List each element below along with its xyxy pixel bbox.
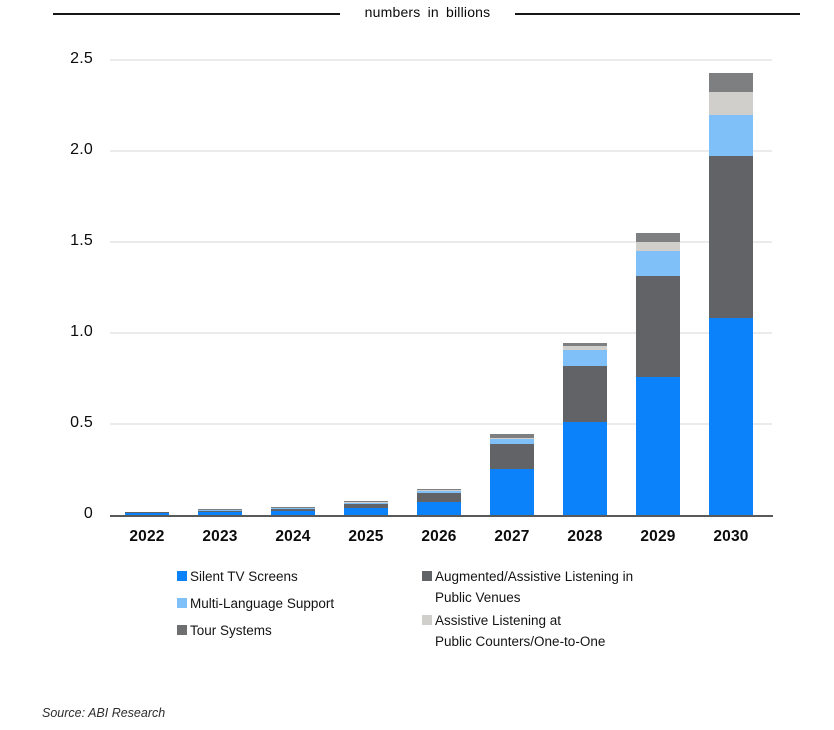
x-axis-label: 2029	[640, 528, 676, 545]
bar-segment	[636, 242, 680, 251]
bar-segment	[563, 366, 607, 422]
bar-segment	[490, 439, 534, 444]
x-axis-line	[110, 515, 773, 517]
gridline	[110, 59, 772, 61]
bar-segment	[417, 502, 461, 515]
y-axis-tick-label: 2.5	[70, 50, 93, 67]
bar-segment	[563, 350, 607, 366]
bar-segment	[344, 508, 388, 515]
bar-segment	[636, 276, 680, 377]
bar-segment	[344, 502, 388, 503]
x-axis-label: 2028	[567, 528, 603, 545]
header-rule-right	[515, 13, 800, 15]
bar-segment	[417, 490, 461, 491]
y-axis-tick-label: 0	[83, 505, 93, 522]
bar-segment	[271, 511, 315, 515]
x-axis-label: 2023	[202, 528, 238, 545]
legend-swatch-icon	[177, 625, 187, 635]
bar-segment	[490, 434, 534, 438]
legend-swatch-icon	[422, 571, 432, 581]
bar-segment	[709, 92, 753, 115]
legend-item: Tour Systems	[177, 620, 334, 641]
bar-segment	[490, 469, 534, 515]
bar-segment	[271, 509, 315, 511]
gridline	[110, 332, 772, 334]
y-axis-tick-label: 1.5	[70, 232, 93, 249]
legend-item-label: Silent TV Screens	[190, 569, 298, 584]
legend-item-label: Assistive Listening at Public Counters/O…	[435, 613, 606, 649]
x-axis-label: 2022	[129, 528, 165, 545]
legend-swatch-icon	[177, 598, 187, 608]
legend-item: Silent TV Screens	[177, 566, 334, 587]
legend-item: Multi-Language Support	[177, 593, 334, 614]
legend-item-label: Multi-Language Support	[190, 596, 335, 611]
bar-segment	[271, 507, 315, 508]
legend-item: Assistive Listening at Public Counters/O…	[422, 610, 633, 652]
legend-column: Silent TV Screens Multi-Language Support T…	[177, 566, 334, 641]
bar-segment	[344, 504, 388, 508]
chart-title: numbers in billions	[364, 4, 491, 20]
bar-segment	[563, 422, 607, 515]
bar-segment	[344, 503, 388, 504]
bar-segment	[417, 491, 461, 493]
legend-swatch-icon	[177, 571, 187, 581]
legend-item-label: Augmented/Assistive Listening in Public …	[435, 569, 634, 605]
x-axis-label: 2025	[348, 528, 384, 545]
legend-column: Augmented/Assistive Listening in Public …	[422, 566, 633, 652]
bar-segment	[709, 318, 753, 515]
bar-segment	[344, 501, 388, 502]
bar-segment	[563, 343, 607, 346]
x-axis-label: 2026	[421, 528, 457, 545]
bar-segment	[198, 510, 242, 511]
y-axis-tick-label: 0.5	[70, 414, 93, 431]
legend-item: Augmented/Assistive Listening in Public …	[422, 566, 633, 608]
y-axis-tick-label: 2.0	[70, 141, 93, 158]
gridline	[110, 423, 772, 425]
bar-segment	[709, 156, 753, 318]
bar-segment	[125, 512, 169, 513]
bar-segment	[490, 444, 534, 469]
x-axis-label: 2030	[713, 528, 749, 545]
legend-item-label: Tour Systems	[190, 623, 272, 638]
bar-segment	[709, 73, 753, 92]
bar-segment	[563, 346, 607, 350]
bar-segment	[198, 511, 242, 512]
bar-segment	[198, 512, 242, 515]
bar-segment	[271, 508, 315, 509]
x-axis-label: 2024	[275, 528, 311, 545]
source-note: Source: ABI Research	[42, 706, 166, 720]
legend-swatch-icon	[422, 615, 432, 625]
bar-segment	[198, 509, 242, 510]
bar-segment	[709, 115, 753, 156]
header-rule-left	[53, 13, 340, 15]
bar-segment	[636, 233, 680, 242]
gridline	[110, 241, 772, 243]
bar-segment	[636, 251, 680, 276]
bar-segment	[417, 493, 461, 502]
bar-segment	[125, 513, 169, 515]
bar-segment	[417, 489, 461, 490]
bar-segment	[490, 438, 534, 439]
bar-segment	[636, 377, 680, 515]
gridline	[110, 150, 772, 152]
x-axis-label: 2027	[494, 528, 530, 545]
y-axis-tick-label: 1.0	[70, 323, 93, 340]
